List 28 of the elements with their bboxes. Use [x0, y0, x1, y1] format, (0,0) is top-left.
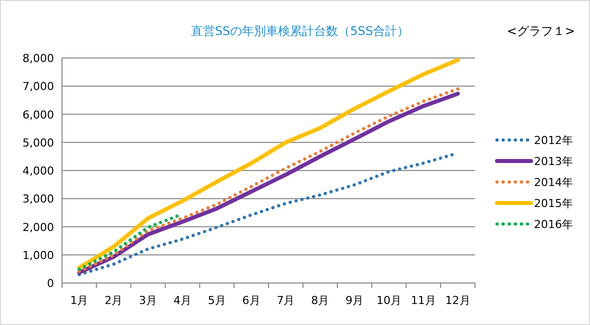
- legend-label: 2016年: [534, 218, 573, 231]
- y-tick-label: 7,000: [22, 80, 54, 94]
- y-tick-label: 8,000: [22, 52, 54, 65]
- x-tick-label: 9月: [346, 294, 364, 307]
- y-tick-label: 5,000: [22, 136, 54, 150]
- x-tick-label: 2月: [104, 294, 123, 307]
- x-tick-label: 7月: [276, 294, 295, 307]
- text: <グラフ１>: [506, 24, 575, 38]
- chart-title: 直営SSの年別車検累計台数（5SS合計）: [190, 24, 410, 38]
- x-tick-label: 10月: [376, 294, 402, 307]
- x-tick-label: 12月: [445, 294, 470, 307]
- y-tick-label: 3,000: [22, 192, 54, 206]
- x-tick-label: 11月: [410, 294, 436, 307]
- y-tick-label: 0: [47, 277, 54, 290]
- y-tick-label: 2,000: [22, 220, 54, 234]
- legend-label: 2015年: [534, 197, 573, 210]
- legend-label: 2012年: [534, 134, 573, 147]
- x-tick-label: 3月: [139, 294, 158, 307]
- y-tick-label: 6,000: [22, 108, 54, 122]
- x-tick-label: 8月: [311, 294, 330, 307]
- y-tick-label: 1,000: [22, 248, 54, 262]
- y-tick-label: 4,000: [22, 164, 54, 178]
- x-tick-label: 5月: [208, 294, 226, 307]
- x-tick-label: 4月: [173, 294, 192, 307]
- x-tick-label: 1月: [70, 294, 88, 307]
- legend-label: 2014年: [534, 176, 573, 189]
- x-tick-label: 6月: [242, 294, 260, 307]
- legend-label: 2013年: [534, 155, 573, 168]
